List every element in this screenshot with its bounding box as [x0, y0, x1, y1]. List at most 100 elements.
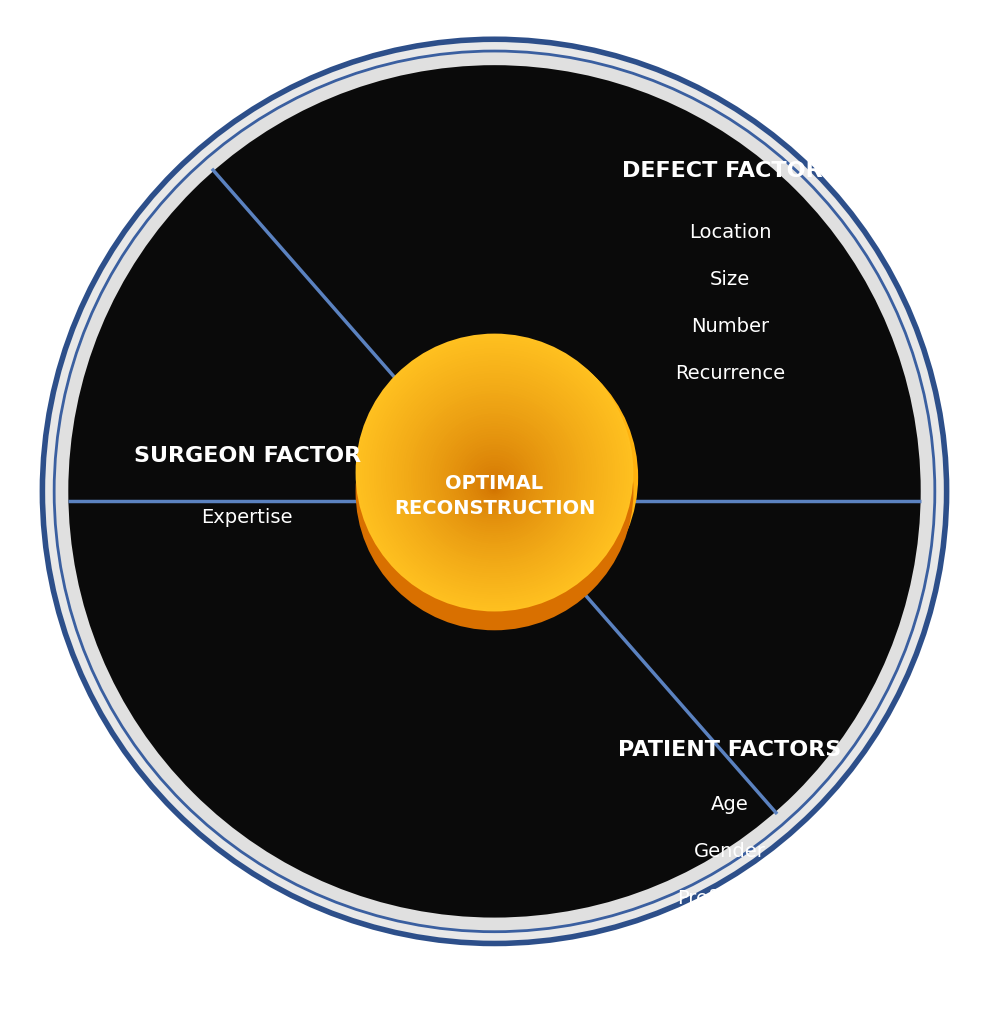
Text: Recurrence: Recurrence	[674, 364, 785, 383]
Circle shape	[420, 403, 569, 552]
Circle shape	[432, 422, 561, 549]
Circle shape	[395, 376, 594, 575]
Circle shape	[432, 417, 557, 541]
Circle shape	[486, 482, 503, 500]
Circle shape	[365, 343, 634, 613]
Circle shape	[384, 363, 605, 585]
Circle shape	[439, 429, 554, 544]
Circle shape	[393, 373, 596, 577]
Text: Age: Age	[711, 795, 749, 814]
Circle shape	[472, 461, 517, 507]
Circle shape	[409, 394, 585, 571]
Text: Preference: Preference	[677, 890, 782, 908]
Circle shape	[372, 351, 617, 596]
Circle shape	[484, 479, 506, 502]
Circle shape	[488, 480, 501, 494]
Circle shape	[479, 475, 510, 507]
Circle shape	[439, 424, 550, 535]
Text: Expertise: Expertise	[202, 508, 293, 527]
Circle shape	[415, 401, 579, 565]
Circle shape	[460, 447, 529, 517]
Circle shape	[462, 455, 529, 522]
Circle shape	[413, 399, 582, 567]
Circle shape	[477, 472, 513, 509]
Circle shape	[467, 460, 524, 518]
Circle shape	[445, 436, 547, 538]
Circle shape	[441, 427, 548, 533]
Circle shape	[490, 483, 499, 492]
Circle shape	[384, 365, 613, 594]
Circle shape	[473, 467, 517, 512]
Circle shape	[377, 356, 612, 592]
Circle shape	[413, 396, 576, 558]
Circle shape	[474, 463, 515, 504]
Circle shape	[449, 441, 542, 534]
Circle shape	[483, 474, 506, 497]
Circle shape	[390, 372, 606, 588]
Circle shape	[482, 477, 508, 504]
Circle shape	[369, 348, 629, 609]
Circle shape	[422, 406, 567, 550]
Circle shape	[426, 413, 568, 555]
Circle shape	[370, 349, 619, 599]
Text: SURGEON FACTOR: SURGEON FACTOR	[134, 446, 361, 466]
Circle shape	[437, 426, 556, 546]
Circle shape	[68, 65, 921, 918]
Circle shape	[386, 368, 611, 592]
Circle shape	[467, 455, 522, 511]
Circle shape	[448, 434, 541, 527]
Circle shape	[462, 450, 527, 515]
Circle shape	[454, 446, 538, 530]
Circle shape	[392, 375, 604, 586]
Circle shape	[401, 384, 594, 579]
Circle shape	[380, 360, 618, 599]
Circle shape	[476, 466, 513, 503]
Circle shape	[479, 469, 510, 501]
Circle shape	[360, 339, 638, 616]
Circle shape	[367, 346, 622, 601]
Circle shape	[458, 450, 533, 526]
Circle shape	[481, 471, 508, 499]
Circle shape	[418, 401, 571, 554]
Circle shape	[475, 470, 515, 511]
Circle shape	[54, 51, 935, 932]
Circle shape	[452, 443, 540, 532]
Circle shape	[443, 434, 549, 540]
Circle shape	[377, 358, 620, 601]
Circle shape	[406, 388, 583, 564]
Circle shape	[405, 386, 584, 566]
Circle shape	[374, 354, 615, 594]
Circle shape	[434, 424, 559, 547]
Circle shape	[415, 398, 574, 556]
Circle shape	[408, 391, 581, 562]
Circle shape	[447, 438, 545, 536]
Circle shape	[436, 422, 553, 537]
Circle shape	[395, 377, 601, 584]
Circle shape	[451, 437, 538, 525]
Circle shape	[411, 396, 584, 569]
Circle shape	[360, 339, 629, 608]
Text: Location: Location	[688, 222, 771, 242]
Circle shape	[486, 477, 503, 495]
Circle shape	[371, 351, 627, 607]
Circle shape	[469, 462, 522, 516]
Circle shape	[411, 393, 578, 560]
Circle shape	[391, 371, 598, 579]
Circle shape	[419, 406, 575, 561]
Circle shape	[460, 453, 531, 524]
Circle shape	[453, 440, 536, 523]
Circle shape	[493, 486, 496, 491]
Circle shape	[455, 442, 534, 521]
Circle shape	[367, 346, 631, 611]
Circle shape	[425, 408, 564, 548]
Circle shape	[406, 392, 588, 573]
Circle shape	[379, 358, 610, 590]
Circle shape	[465, 453, 524, 513]
Circle shape	[434, 419, 555, 539]
Circle shape	[388, 370, 608, 590]
Circle shape	[398, 378, 591, 573]
Text: Number: Number	[691, 317, 769, 336]
Circle shape	[471, 465, 519, 514]
Text: DEFECT FACTORS: DEFECT FACTORS	[622, 161, 839, 181]
Circle shape	[424, 411, 570, 557]
